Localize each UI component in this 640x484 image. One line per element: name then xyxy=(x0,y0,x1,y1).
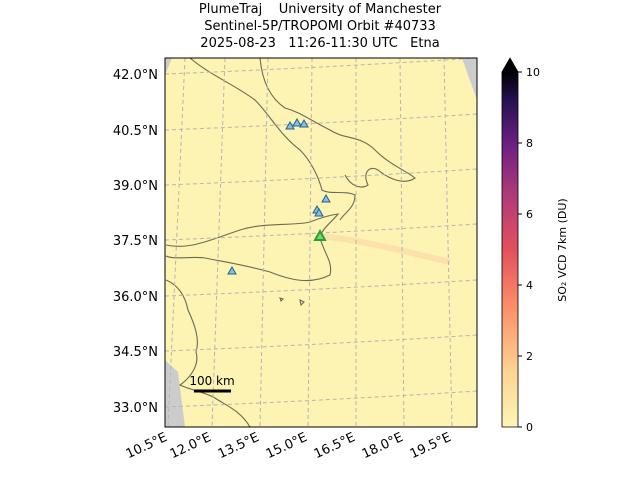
title-line: Sentinel-5P/TROPOMI Orbit #40733 xyxy=(204,19,436,34)
coastlines xyxy=(165,58,416,427)
etna-marker xyxy=(313,228,327,241)
lon-label: 16.5°E xyxy=(312,430,358,462)
colorbar-tick-label: 2 xyxy=(526,350,533,363)
lat-label: 39.0°N xyxy=(113,179,158,194)
lon-labels: 10.5°E12.0°E 13.5°E 15.0°E 16.5°E 18.0°E 19.5… xyxy=(124,430,454,462)
colorbar-extend xyxy=(502,58,518,72)
colorbar-frame xyxy=(501,57,519,428)
lat-label: 36.0°N xyxy=(113,290,158,305)
lat-label: 34.5°N xyxy=(113,345,158,360)
lat-label: 33.0°N xyxy=(113,401,158,416)
lat-label: 37.5°N xyxy=(113,234,158,249)
colorbar-label: SO₂ VCD 7km (DU) xyxy=(556,198,569,301)
colorbar xyxy=(502,72,518,427)
title-line: 2025-08-23 11:26-11:30 UTC Etna xyxy=(200,36,439,51)
no-data xyxy=(462,58,477,100)
colorbar-tick-label: 8 xyxy=(526,137,533,150)
lon-label: 19.5°E xyxy=(408,430,454,462)
lon-label: 12.0°E xyxy=(168,430,214,462)
no-data xyxy=(165,58,172,75)
lon-label: 13.5°E xyxy=(216,430,262,462)
lat-labels: 42.0°N 40.5°N 39.0°N 37.5°N 36.0°N 34.5°N 33.0… xyxy=(113,68,158,416)
no-data xyxy=(165,360,185,427)
map-frame xyxy=(164,57,478,428)
map: 100 km xyxy=(165,58,477,427)
colorbar-tick-label: 6 xyxy=(526,208,533,221)
lat-label: 42.0°N xyxy=(113,68,158,83)
graticule xyxy=(165,58,477,427)
colorbar-tick-label: 0 xyxy=(526,421,533,434)
title-line: PlumeTraj University of Manchester xyxy=(199,2,442,17)
colorbar-tick-label: 10 xyxy=(526,66,540,79)
lon-label: 10.5°E xyxy=(124,430,170,462)
lon-label: 18.0°E xyxy=(360,430,406,462)
lon-label: 15.0°E xyxy=(264,430,310,462)
plume xyxy=(319,233,451,265)
lat-label: 40.5°N xyxy=(113,124,158,139)
colorbar-ticks: 0 2 4 6 8 10 xyxy=(518,66,540,434)
colorbar-tick-label: 4 xyxy=(526,279,533,292)
volcano-markers xyxy=(227,117,331,275)
scale-bar-label: 100 km xyxy=(189,374,234,388)
